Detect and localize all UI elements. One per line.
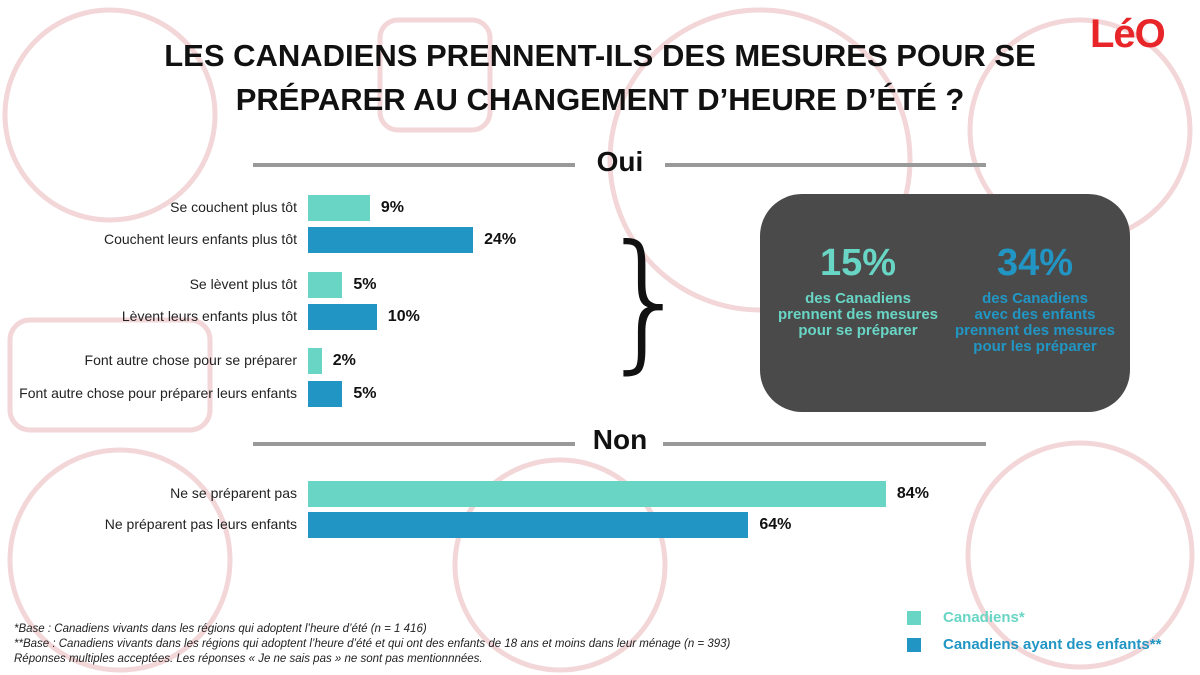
bar-value-label: 9% bbox=[380, 199, 405, 216]
bar-label: Lèvent leurs enfants plus tôt bbox=[121, 308, 297, 324]
divider bbox=[665, 163, 986, 167]
bar-value-label: 5% bbox=[353, 276, 377, 293]
legend-swatch-canadiens bbox=[907, 611, 921, 625]
bar-label: Couchent leurs enfants plus tôt bbox=[103, 231, 297, 247]
footnotes: *Base : Canadiens vivants dans les régio… bbox=[14, 623, 731, 665]
title-line-2: PRÉPARER AU CHANGEMENT D’HEURE D’ÉTÉ ? bbox=[235, 82, 965, 117]
summary-canadiens: 15% des Canadiens prennent des mesures pou… bbox=[760, 242, 956, 339]
bar-value-label: 24% bbox=[484, 231, 517, 248]
summary-value: 34% bbox=[996, 242, 1074, 284]
legend-canadiens: Canadiens* bbox=[943, 609, 1025, 626]
section-title-non: Non bbox=[592, 424, 648, 455]
leo-logo: LéO bbox=[1090, 12, 1166, 56]
bar bbox=[308, 481, 886, 507]
bar bbox=[308, 381, 343, 407]
title-line-1: LES CANADIENS PRENNENT-ILS DES MESURES P… bbox=[164, 38, 1036, 73]
summary-text: des Canadiens avec des enfants prennent de… bbox=[954, 290, 1116, 355]
bar-value-label: 10% bbox=[387, 308, 420, 325]
bar bbox=[308, 512, 749, 538]
divider bbox=[253, 442, 575, 446]
bar-value-label: 2% bbox=[332, 352, 356, 369]
legend-swatch-enfants bbox=[907, 638, 921, 652]
bar bbox=[308, 195, 370, 221]
page-title: LES CANADIENS PRENNENT-ILS DES MESURES P… bbox=[100, 34, 1100, 122]
summary-box: 15% des Canadiens prennent des mesures pou… bbox=[760, 194, 1130, 412]
legend-enfants: Canadiens ayant des enfants** bbox=[943, 636, 1162, 653]
bar-label: Font autre chose pour se préparer bbox=[84, 352, 297, 368]
bar-label: Se couchent plus tôt bbox=[170, 199, 297, 215]
bar bbox=[308, 304, 377, 330]
summary-value: 15% bbox=[819, 242, 897, 284]
divider bbox=[663, 442, 986, 446]
section-title-oui: Oui bbox=[596, 146, 644, 177]
bar-value-label: 84% bbox=[896, 485, 929, 502]
brace: } bbox=[598, 214, 694, 388]
bar-label: Se lèvent plus tôt bbox=[189, 276, 297, 292]
divider bbox=[253, 163, 575, 167]
bar-label: Ne préparent pas leurs enfants bbox=[104, 516, 297, 532]
bar-value-label: 5% bbox=[353, 385, 377, 402]
bar-label: Ne se préparent pas bbox=[170, 485, 297, 501]
summary-enfants: 34% des Canadiens avec des enfants prennen… bbox=[940, 242, 1130, 355]
bar bbox=[308, 348, 322, 374]
bar-label: Font autre chose pour préparer leurs enf… bbox=[19, 385, 297, 401]
bar-value-label: 64% bbox=[759, 516, 792, 533]
bar bbox=[308, 272, 343, 298]
bar bbox=[308, 227, 474, 253]
summary-text: des Canadiens prennent des mesures pour se… bbox=[777, 290, 939, 339]
